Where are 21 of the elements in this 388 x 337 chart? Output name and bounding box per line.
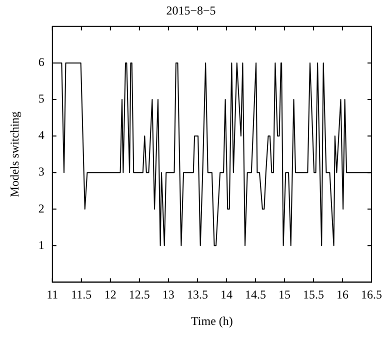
x-tick-label: 14 xyxy=(220,288,232,302)
x-tick-label: 15 xyxy=(278,288,290,302)
x-tick-label: 13.5 xyxy=(186,288,208,302)
y-tick-label: 6 xyxy=(38,55,44,70)
y-tick-label: 1 xyxy=(38,238,44,252)
x-tick-label: 15.5 xyxy=(302,288,324,302)
x-axis-title: Time (h) xyxy=(190,314,233,328)
x-tick-label: 14.5 xyxy=(244,288,266,302)
x-tick-label: 13 xyxy=(162,288,174,302)
y-tick-label: 4 xyxy=(38,128,44,142)
x-tick-label: 12 xyxy=(104,288,116,302)
x-tick-label: 12.5 xyxy=(128,288,150,302)
y-axis-title: Models switching xyxy=(7,111,22,198)
x-tick-label: 16.5 xyxy=(361,288,382,302)
x-tick-label: 11.5 xyxy=(71,288,92,302)
y-tick-label: 5 xyxy=(38,92,44,106)
x-tick-label: 11 xyxy=(46,288,58,302)
chart-title: 2015−8−5 xyxy=(166,3,216,18)
y-tick-label: 2 xyxy=(38,201,44,216)
x-tick-label: 16 xyxy=(336,288,348,302)
y-tick-label: 3 xyxy=(38,164,44,179)
